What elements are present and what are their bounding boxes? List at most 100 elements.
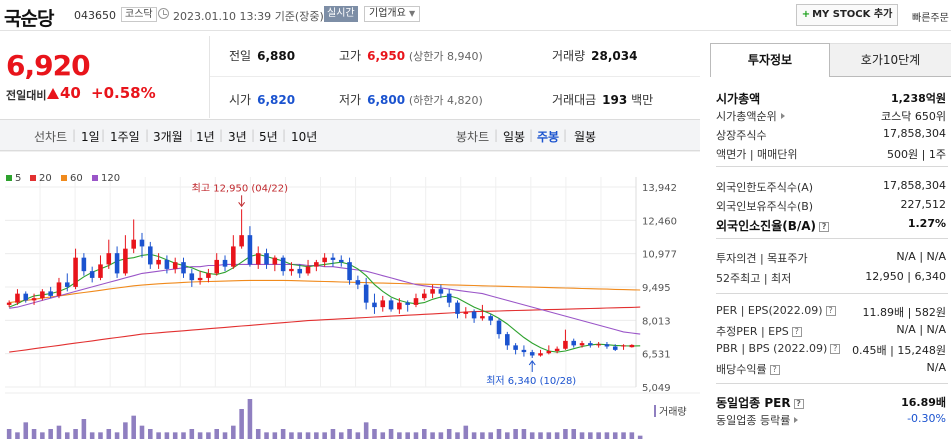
volume-bar bbox=[455, 432, 460, 439]
ma-legend-label: 20 bbox=[39, 173, 52, 184]
volume-bar bbox=[471, 432, 477, 439]
quote-datetime: 2023.01.10 13:39 기준(장중) bbox=[173, 10, 324, 23]
stock-header: 국순당 043650 코스닥 2023.01.10 13:39 기준(장중) 실… bbox=[0, 0, 951, 31]
candle-daily[interactable]: 일봉 bbox=[503, 130, 526, 144]
volume-bar bbox=[156, 432, 161, 439]
volume-bar bbox=[513, 429, 518, 439]
candle-body bbox=[6, 302, 12, 305]
tab-order-book[interactable]: 호가10단계 bbox=[830, 43, 951, 77]
realtime-button[interactable]: 실시간 bbox=[324, 6, 358, 22]
foreign-limit-row: 외국인한도주식수(A) 17,858,304 bbox=[716, 179, 946, 194]
volume-bar bbox=[604, 432, 610, 439]
panel-tabs: 투자정보 호가10단계 bbox=[710, 43, 951, 77]
high-annotation: 최고 12,950 (04/22) bbox=[192, 182, 288, 194]
volume-bar bbox=[255, 429, 261, 439]
volume-bar bbox=[463, 425, 469, 439]
volume-bar bbox=[488, 432, 493, 439]
stock-name: 국순당 bbox=[4, 8, 54, 30]
candle-body bbox=[612, 346, 618, 350]
period-1d[interactable]: 1일 bbox=[81, 130, 100, 144]
volume-bar bbox=[588, 432, 593, 439]
y-tick-label: 10,977 bbox=[642, 250, 677, 261]
market-badge: 코스닥 bbox=[121, 7, 157, 22]
volume-bar bbox=[305, 432, 311, 439]
candle-body bbox=[172, 262, 178, 269]
divider bbox=[209, 36, 210, 118]
volume-bar bbox=[15, 432, 20, 439]
volume-bar bbox=[123, 422, 128, 439]
volume-bar bbox=[148, 429, 153, 439]
period-3m[interactable]: 3개월 bbox=[153, 130, 183, 144]
price-chart[interactable]: 13,942 12,460 10,977 9,495 8,013 6,531 5,049 5 2… bbox=[0, 150, 700, 440]
candle-body bbox=[239, 235, 244, 247]
company-info-dropdown[interactable]: 기업개요 ▼ bbox=[364, 6, 421, 22]
help-icon[interactable]: ? bbox=[819, 222, 830, 232]
candle-body bbox=[413, 298, 419, 305]
market-cap-row: 시가총액 1,238억원 bbox=[716, 92, 946, 106]
volume-bar bbox=[438, 432, 444, 439]
volume-bar bbox=[239, 409, 244, 439]
candle-monthly[interactable]: 월봉 bbox=[574, 130, 597, 144]
candle-body bbox=[156, 259, 161, 265]
y-tick-label: 13,942 bbox=[642, 183, 677, 194]
period-3y[interactable]: 3년 bbox=[228, 130, 247, 144]
pbr-bps-row: PBR | BPS (2022.09)? 0.45배 | 15,248원 bbox=[716, 342, 946, 357]
price-summary: 6,920 전일대비 40 +0.58% bbox=[0, 36, 206, 118]
price-change: 40 bbox=[60, 84, 81, 102]
volume-bar bbox=[106, 429, 112, 439]
candle-body bbox=[139, 239, 145, 247]
line-chart-label: 선차트 bbox=[34, 130, 68, 144]
y-tick-label: 12,460 bbox=[642, 216, 677, 227]
candle-body bbox=[488, 316, 493, 321]
candle-body bbox=[405, 302, 410, 305]
volume-bar bbox=[40, 432, 45, 439]
candle-body bbox=[48, 291, 53, 296]
candle-body bbox=[23, 293, 29, 301]
ma60-line bbox=[9, 279, 641, 304]
volume-bar bbox=[231, 425, 236, 439]
volume-bar bbox=[596, 432, 601, 439]
volume-bar bbox=[355, 432, 361, 439]
y-tick-label: 9,495 bbox=[642, 283, 671, 294]
period-10y[interactable]: 10년 bbox=[291, 130, 318, 144]
help-icon[interactable]: ? bbox=[793, 399, 804, 409]
period-1w[interactable]: 1주일 bbox=[110, 130, 140, 144]
period-5y[interactable]: 5년 bbox=[259, 130, 278, 144]
candle-weekly[interactable]: 주봉 bbox=[537, 130, 560, 144]
candle-body bbox=[231, 246, 236, 267]
volume-bar bbox=[521, 429, 527, 439]
help-icon[interactable]: ? bbox=[791, 327, 802, 337]
candlestick-chart[interactable]: 13,942 12,460 10,977 9,495 8,013 6,531 5,049 5 2… bbox=[0, 150, 700, 440]
candle-body bbox=[529, 352, 535, 356]
volume-bar bbox=[314, 432, 319, 439]
volume-bar bbox=[98, 432, 103, 439]
price-change-percent: +0.58% bbox=[91, 84, 156, 102]
tab-investment-info[interactable]: 투자정보 bbox=[710, 43, 830, 77]
volume-bar bbox=[505, 432, 510, 439]
candle-body bbox=[338, 259, 344, 263]
my-stock-add-button[interactable]: + MY STOCK 추가 bbox=[796, 4, 898, 26]
volume-bar bbox=[6, 429, 12, 439]
help-icon[interactable]: ? bbox=[769, 365, 780, 375]
help-icon[interactable]: ? bbox=[830, 344, 841, 354]
help-icon[interactable]: ? bbox=[825, 306, 836, 316]
volume-bar bbox=[579, 432, 585, 439]
candle-body bbox=[430, 289, 435, 294]
candle-body bbox=[214, 259, 220, 274]
candle-body bbox=[388, 300, 394, 310]
candle-body bbox=[604, 344, 610, 347]
candle-body bbox=[247, 235, 253, 265]
quick-order-link[interactable]: 빠른주문 bbox=[912, 13, 949, 24]
volume-bar bbox=[56, 425, 62, 439]
volume-bar bbox=[413, 432, 419, 439]
divider bbox=[716, 166, 948, 167]
candle-body bbox=[264, 253, 269, 265]
foreign-ratio-row: 외국인소진율(B/A)? 1.27% bbox=[716, 217, 946, 233]
low-arrow bbox=[528, 360, 536, 366]
volume-bar bbox=[421, 429, 427, 439]
volume-bar bbox=[172, 432, 178, 439]
candle-body bbox=[181, 262, 186, 274]
volume-bar bbox=[264, 432, 269, 439]
period-1y[interactable]: 1년 bbox=[196, 130, 215, 144]
volume-bar bbox=[206, 432, 211, 439]
